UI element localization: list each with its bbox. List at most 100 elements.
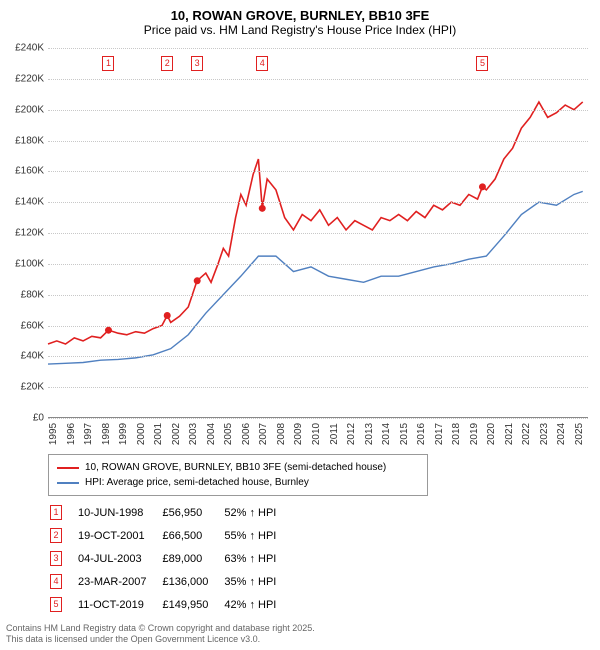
y-axis-label: £240K (4, 43, 44, 54)
grid-line (48, 79, 588, 80)
sale-marker-box: 3 (191, 56, 203, 71)
series-line (48, 102, 583, 344)
sale-date: 19-OCT-2001 (78, 525, 160, 546)
table-row: 4 23-MAR-2007£136,00035% ↑ HPI (50, 571, 290, 592)
x-axis-label: 1999 (118, 423, 129, 445)
sale-marker-box: 1 (102, 56, 114, 71)
sale-price: £89,000 (162, 548, 222, 569)
x-axis-label: 2000 (136, 423, 147, 445)
x-axis-label: 2021 (504, 423, 515, 445)
sale-pct: 63% ↑ HPI (224, 548, 290, 569)
x-axis-label: 2025 (574, 423, 585, 445)
x-axis-label: 2005 (223, 423, 234, 445)
grid-line (48, 141, 588, 142)
y-axis-label: £80K (4, 289, 44, 300)
x-axis-label: 2015 (399, 423, 410, 445)
y-axis-label: £20K (4, 382, 44, 393)
grid-line (48, 264, 588, 265)
x-axis-label: 2002 (171, 423, 182, 445)
title-block: 10, ROWAN GROVE, BURNLEY, BB10 3FE Price… (0, 0, 600, 41)
sale-pct: 35% ↑ HPI (224, 571, 290, 592)
sale-date: 23-MAR-2007 (78, 571, 160, 592)
sale-price: £136,000 (162, 571, 222, 592)
y-axis-label: £140K (4, 197, 44, 208)
x-axis-label: 2003 (188, 423, 199, 445)
x-axis-label: 2012 (346, 423, 357, 445)
y-axis-label: £0 (4, 413, 44, 424)
legend-box: 10, ROWAN GROVE, BURNLEY, BB10 3FE (semi… (48, 454, 428, 496)
x-axis-label: 2024 (556, 423, 567, 445)
chart-subtitle: Price paid vs. HM Land Registry's House … (0, 23, 600, 37)
sale-marker-icon: 2 (50, 528, 62, 543)
footer-line: This data is licensed under the Open Gov… (6, 634, 315, 646)
grid-line (48, 171, 588, 172)
y-axis-label: £100K (4, 258, 44, 269)
sale-marker-box: 2 (161, 56, 173, 71)
x-axis-label: 2013 (364, 423, 375, 445)
x-axis-label: 2007 (258, 423, 269, 445)
sale-price: £66,500 (162, 525, 222, 546)
sale-date: 11-OCT-2019 (78, 594, 160, 615)
sale-point (479, 183, 486, 190)
chart-plot-area: £0£20K£40K£60K£80K£100K£120K£140K£160K£1… (48, 48, 588, 418)
legend-label: 10, ROWAN GROVE, BURNLEY, BB10 3FE (semi… (85, 462, 386, 473)
x-axis-label: 1996 (66, 423, 77, 445)
grid-line (48, 356, 588, 357)
sale-marker-cell: 3 (50, 548, 76, 569)
y-axis-label: £220K (4, 73, 44, 84)
sale-marker-cell: 4 (50, 571, 76, 592)
x-axis-label: 2019 (469, 423, 480, 445)
x-axis-label: 1997 (83, 423, 94, 445)
grid-line (48, 418, 588, 419)
sale-marker-icon: 5 (50, 597, 62, 612)
sale-marker-icon: 4 (50, 574, 62, 589)
sale-marker-box: 5 (476, 56, 488, 71)
sale-marker-box: 4 (256, 56, 268, 71)
x-axis-label: 2009 (293, 423, 304, 445)
grid-line (48, 295, 588, 296)
legend-item: HPI: Average price, semi-detached house,… (57, 475, 419, 490)
grid-line (48, 387, 588, 388)
y-axis-label: £60K (4, 320, 44, 331)
y-axis-label: £180K (4, 135, 44, 146)
x-axis-label: 2006 (241, 423, 252, 445)
y-axis-label: £120K (4, 228, 44, 239)
grid-line (48, 48, 588, 49)
table-row: 5 11-OCT-2019£149,95042% ↑ HPI (50, 594, 290, 615)
x-axis-label: 2004 (206, 423, 217, 445)
y-axis-label: £160K (4, 166, 44, 177)
x-axis-label: 1995 (48, 423, 59, 445)
x-axis-label: 2023 (539, 423, 550, 445)
sales-table: 110-JUN-1998£56,95052% ↑ HPI219-OCT-2001… (48, 500, 292, 617)
table-row: 3 04-JUL-2003£89,00063% ↑ HPI (50, 548, 290, 569)
legend-item: 10, ROWAN GROVE, BURNLEY, BB10 3FE (semi… (57, 460, 419, 475)
grid-line (48, 233, 588, 234)
x-axis-label: 2001 (153, 423, 164, 445)
footer-text: Contains HM Land Registry data © Crown c… (6, 623, 315, 646)
chart-title: 10, ROWAN GROVE, BURNLEY, BB10 3FE (0, 8, 600, 23)
x-axis-label: 2017 (434, 423, 445, 445)
legend-label: HPI: Average price, semi-detached house,… (85, 477, 309, 488)
y-axis-label: £200K (4, 104, 44, 115)
series-line (48, 191, 583, 364)
x-axis-label: 2016 (416, 423, 427, 445)
sale-marker-icon: 3 (50, 551, 62, 566)
sale-price: £149,950 (162, 594, 222, 615)
sale-point (164, 312, 171, 319)
sale-date: 10-JUN-1998 (78, 502, 160, 523)
sale-point (105, 327, 112, 334)
grid-line (48, 110, 588, 111)
x-axis-label: 2018 (451, 423, 462, 445)
grid-line (48, 202, 588, 203)
sale-marker-cell: 1 (50, 502, 76, 523)
sale-point (194, 277, 201, 284)
sale-marker-cell: 2 (50, 525, 76, 546)
table-row: 219-OCT-2001£66,50055% ↑ HPI (50, 525, 290, 546)
grid-line (48, 326, 588, 327)
x-axis-label: 1998 (101, 423, 112, 445)
sale-date: 04-JUL-2003 (78, 548, 160, 569)
x-axis-label: 2022 (521, 423, 532, 445)
legend-swatch (57, 482, 79, 484)
sale-pct: 42% ↑ HPI (224, 594, 290, 615)
x-axis-label: 2014 (381, 423, 392, 445)
